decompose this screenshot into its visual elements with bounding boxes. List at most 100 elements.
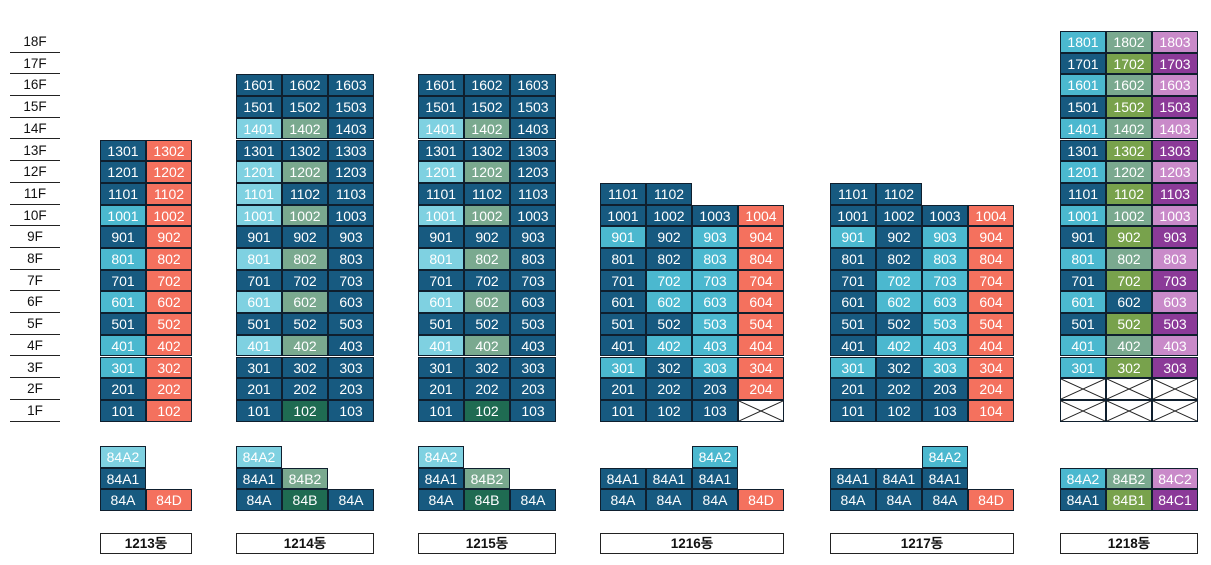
unit-cell: 402: [646, 334, 692, 357]
unit-type-cell: 84D: [968, 489, 1014, 511]
unit-type-cell: 84C2: [1152, 467, 1198, 490]
unit-type-cell: 84A1: [1060, 489, 1106, 511]
unit-cell: 1103: [1152, 182, 1198, 205]
unit-type-cell: 84A1: [922, 467, 968, 490]
unit-cell: 803: [692, 248, 738, 270]
unit-cell: 202: [876, 378, 922, 400]
unit-cell: 702: [1106, 269, 1152, 292]
unit-cell: 602: [1106, 291, 1152, 314]
unit-cell: 403: [1152, 334, 1198, 357]
unit-cell: 501: [100, 313, 146, 335]
floor-label: 15F: [10, 96, 60, 118]
unit-type-cell: 84B2: [1106, 467, 1152, 490]
unit-cell: 601: [1060, 291, 1106, 314]
unit-type-cell: 84A: [236, 489, 282, 511]
unit-cell: 1403: [1152, 117, 1198, 140]
unit-cell: 302: [464, 356, 510, 379]
unit-cell: 1601: [418, 74, 464, 97]
unit-cell: 1004: [968, 204, 1014, 227]
unit-cell: 1202: [146, 161, 192, 183]
unit-cell: 102: [464, 399, 510, 422]
unit-cell: 701: [600, 269, 646, 292]
unit-cell: 302: [876, 356, 922, 379]
unit-cell: 402: [146, 334, 192, 357]
floor-label: 11F: [10, 183, 60, 205]
unit-cell: 1701: [1060, 52, 1106, 75]
unit-cell: 1001: [830, 204, 876, 227]
building-label: 1218동: [1060, 533, 1198, 554]
unit-type-cell: 84A: [646, 489, 692, 511]
building-label: 1214동: [236, 533, 374, 554]
unit-cell: 1002: [282, 204, 328, 227]
floor-label: 13F: [10, 140, 60, 162]
unit-cell: 701: [236, 269, 282, 292]
unit-cell: 301: [830, 356, 876, 379]
unit-cell: 401: [418, 334, 464, 357]
unit-cell: 1003: [692, 204, 738, 227]
unit-cell: 703: [692, 269, 738, 292]
unit-cell: 601: [100, 291, 146, 314]
unit-cell: 901: [830, 226, 876, 248]
unit-cell: 1503: [328, 96, 374, 118]
unit-cell: 1002: [464, 204, 510, 227]
empty-unit-cell: [1152, 399, 1198, 422]
unit-cell: 501: [236, 313, 282, 335]
unit-cell: 1201: [418, 161, 464, 183]
unit-cell: 803: [510, 248, 556, 270]
unit-cell: 803: [1152, 248, 1198, 270]
unit-cell: 1102: [1106, 182, 1152, 205]
unit-type-cell: 84A2: [236, 445, 282, 468]
unit-cell: 302: [1106, 356, 1152, 379]
unit-cell: 901: [418, 226, 464, 248]
unit-cell: 802: [146, 248, 192, 270]
unit-cell: 303: [922, 356, 968, 379]
unit-cell: 203: [328, 378, 374, 400]
unit-cell: 1201: [100, 161, 146, 183]
unit-cell: 1101: [830, 182, 876, 205]
unit-cell: 1001: [418, 204, 464, 227]
unit-cell: 603: [922, 291, 968, 314]
unit-cell: 302: [646, 356, 692, 379]
unit-type-cell: 84A1: [418, 467, 464, 490]
unit-cell: 702: [146, 269, 192, 292]
unit-type-cell: 84A1: [100, 467, 146, 490]
unit-cell: 304: [968, 356, 1014, 379]
unit-cell: 301: [600, 356, 646, 379]
unit-cell: 102: [282, 399, 328, 422]
unit-cell: 703: [1152, 269, 1198, 292]
unit-type-cell: 84A: [692, 489, 738, 511]
empty-unit-cell: [1152, 378, 1198, 400]
unit-cell: 804: [968, 248, 1014, 270]
unit-cell: 602: [464, 291, 510, 314]
unit-cell: 501: [830, 313, 876, 335]
unit-cell: 1201: [236, 161, 282, 183]
unit-cell: 704: [968, 269, 1014, 292]
unit-type-cell: 84A1: [646, 467, 692, 490]
unit-cell: 1101: [418, 182, 464, 205]
unit-cell: 901: [600, 226, 646, 248]
unit-cell: 1301: [236, 139, 282, 162]
unit-cell: 1001: [236, 204, 282, 227]
unit-cell: 1603: [510, 74, 556, 97]
unit-cell: 103: [328, 399, 374, 422]
unit-cell: 1401: [1060, 117, 1106, 140]
building-label: 1217동: [830, 533, 1014, 554]
unit-cell: 1602: [464, 74, 510, 97]
unit-cell: 1202: [282, 161, 328, 183]
unit-cell: 102: [146, 399, 192, 422]
unit-cell: 1003: [328, 204, 374, 227]
unit-cell: 504: [738, 313, 784, 335]
unit-cell: 1702: [1106, 52, 1152, 75]
unit-cell: 401: [600, 334, 646, 357]
floor-label: 5F: [10, 313, 60, 335]
unit-cell: 603: [692, 291, 738, 314]
unit-cell: 1102: [464, 182, 510, 205]
unit-cell: 502: [646, 313, 692, 335]
unit-type-cell: 84A: [510, 489, 556, 511]
unit-cell: 101: [418, 399, 464, 422]
unit-cell: 901: [100, 226, 146, 248]
unit-type-cell: 84A2: [922, 445, 968, 468]
unit-cell: 501: [600, 313, 646, 335]
unit-cell: 1401: [236, 117, 282, 140]
unit-cell: 1502: [464, 96, 510, 118]
